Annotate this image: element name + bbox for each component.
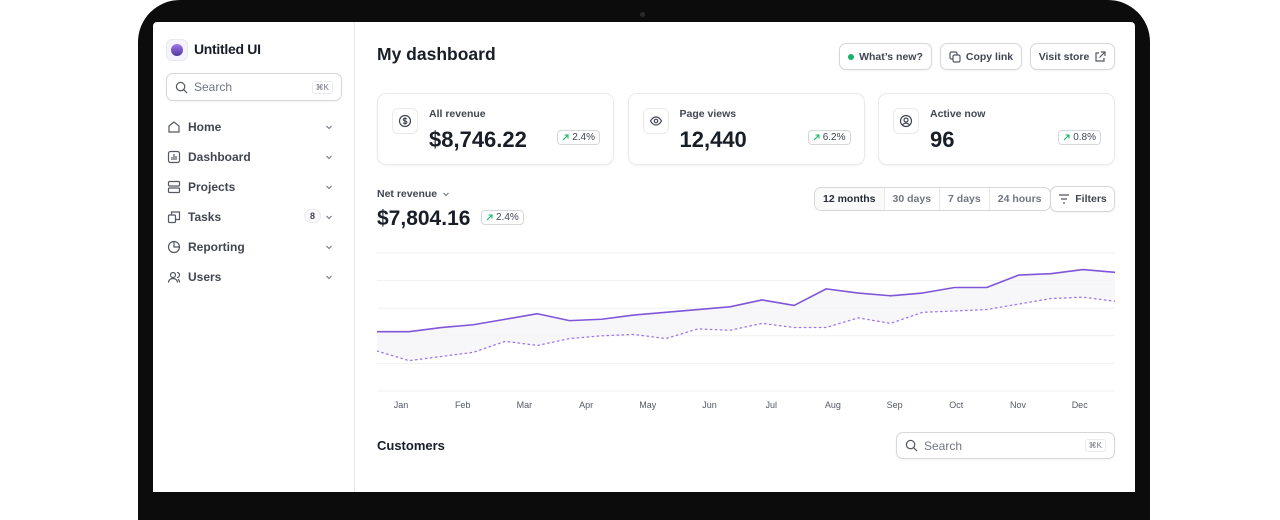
chevron bbox=[326, 275, 332, 280]
line-series bbox=[377, 296, 1115, 362]
logo bbox=[166, 39, 188, 61]
x-tick-label: Nov bbox=[1010, 400, 1027, 410]
button-label: What’s new? bbox=[859, 50, 923, 63]
change: 6.2% bbox=[822, 132, 846, 143]
stat-icon bbox=[392, 108, 418, 134]
chevron bbox=[326, 155, 332, 160]
x-tick-label: Aug bbox=[825, 400, 841, 410]
search-placeholder: Search bbox=[924, 438, 963, 453]
whats-new-button[interactable]: What’s new? bbox=[839, 43, 932, 70]
copy-link-button[interactable]: Copy link bbox=[940, 43, 1022, 70]
visit-store-button[interactable]: Visit store bbox=[1030, 43, 1115, 70]
chevron bbox=[326, 215, 332, 220]
nav-item[interactable]: Dashboard bbox=[167, 147, 343, 167]
stat-value: 12,440 bbox=[679, 127, 747, 152]
customers-search[interactable]: Search ⌘K bbox=[896, 432, 1115, 459]
nav-icon bbox=[168, 121, 180, 133]
screen: Untitled UI Search ⌘K Home Dashboard Proje… bbox=[153, 22, 1135, 492]
nav-item[interactable]: Tasks 8 bbox=[167, 207, 343, 227]
x-tick-label: Jan bbox=[394, 400, 409, 410]
stat-label: Page views bbox=[679, 108, 737, 120]
customers-title: Customers bbox=[377, 438, 445, 453]
x-tick-label: Sep bbox=[887, 400, 903, 410]
button-label: Filters bbox=[1075, 193, 1107, 205]
revenue-chart: Jan Feb Mar Apr May Jun Jul Aug Sep Oct Nov Dec bbox=[377, 252, 1115, 410]
chevron bbox=[326, 125, 332, 130]
stat-card: Active now 96 0.8% bbox=[878, 93, 1115, 165]
x-tick-label: Jul bbox=[765, 400, 777, 410]
sidebar-search[interactable]: Search ⌘K bbox=[166, 73, 342, 101]
stat-icon bbox=[642, 108, 669, 134]
shortcut: ⌘K bbox=[311, 80, 333, 94]
x-tick-label: Oct bbox=[949, 400, 964, 410]
stat-change: 2.4% bbox=[557, 130, 600, 145]
label: Net revenue bbox=[377, 188, 438, 200]
x-tick-label: Jun bbox=[702, 400, 717, 410]
search-icon bbox=[175, 81, 188, 93]
page: Untitled UI Search ⌘K Home Dashboard Proje… bbox=[138, 0, 1150, 520]
change: 2.4% bbox=[572, 132, 595, 143]
nav-label: Dashboard bbox=[188, 150, 251, 164]
nav-badge: 8 bbox=[303, 209, 321, 223]
x-tick-label: Mar bbox=[517, 400, 533, 410]
nav-item[interactable]: Users bbox=[167, 267, 343, 287]
chevron bbox=[326, 245, 332, 250]
change: 0.8% bbox=[1073, 132, 1096, 143]
stat-icon bbox=[893, 108, 919, 134]
search-placeholder: Search bbox=[194, 80, 233, 94]
range-selector: 12 months 30 days 7 days 24 hours bbox=[814, 187, 1051, 211]
x-tick-label: May bbox=[639, 400, 657, 410]
sidebar: Untitled UI Search ⌘K Home Dashboard Proje… bbox=[153, 22, 355, 492]
filters-button[interactable]: Filters bbox=[1050, 186, 1115, 212]
nav-label: Reporting bbox=[188, 240, 245, 254]
button-label: Visit store bbox=[1038, 50, 1090, 63]
nav-icon bbox=[167, 271, 181, 283]
nav-item[interactable]: Projects bbox=[167, 177, 343, 197]
x-tick-label: Feb bbox=[455, 400, 471, 410]
nav-icon bbox=[167, 211, 181, 224]
nav-item[interactable]: Home bbox=[167, 117, 343, 137]
net-revenue-label[interactable]: Net revenue bbox=[377, 188, 450, 200]
brand: Untitled UI bbox=[194, 41, 261, 57]
nav-icon bbox=[167, 180, 181, 194]
change: 2.4% bbox=[496, 212, 519, 223]
stat-change: 6.2% bbox=[807, 130, 851, 145]
shortcut: ⌘K bbox=[1084, 439, 1106, 452]
x-tick-label: Dec bbox=[1072, 400, 1089, 410]
camera bbox=[640, 12, 645, 17]
stat-change: 0.8% bbox=[1058, 130, 1101, 145]
nav-item[interactable]: Reporting bbox=[167, 237, 343, 257]
stat-card: All revenue $8,746.22 2.4% bbox=[377, 93, 614, 165]
button-label: Copy link bbox=[965, 50, 1014, 63]
nav-label: Projects bbox=[188, 180, 236, 194]
stat-value: 96 bbox=[930, 127, 955, 152]
net-revenue-value: $7,804.16 bbox=[377, 207, 471, 230]
stat-card: Page views 12,440 6.2% bbox=[627, 93, 865, 165]
range-option[interactable]: 30 days bbox=[883, 188, 940, 210]
x-tick-label: Apr bbox=[579, 400, 593, 410]
nav-icon bbox=[167, 150, 181, 164]
range-option[interactable]: 7 days bbox=[939, 188, 989, 210]
stat-label: All revenue bbox=[429, 108, 486, 120]
nav-label: Tasks bbox=[188, 210, 222, 224]
range-option[interactable]: 24 hours bbox=[988, 188, 1050, 210]
nav-label: Users bbox=[188, 270, 222, 284]
net-revenue-change: 2.4% bbox=[481, 210, 524, 225]
nav-label: Home bbox=[188, 120, 222, 134]
stat-label: Active now bbox=[930, 108, 986, 120]
band-area bbox=[377, 269, 1115, 361]
page-title: My dashboard bbox=[377, 44, 496, 64]
stat-value: $8,746.22 bbox=[429, 127, 527, 152]
nav-icon bbox=[167, 240, 181, 254]
chevron bbox=[326, 185, 332, 190]
line-series bbox=[377, 268, 1115, 333]
range-option[interactable]: 12 months bbox=[815, 188, 884, 210]
